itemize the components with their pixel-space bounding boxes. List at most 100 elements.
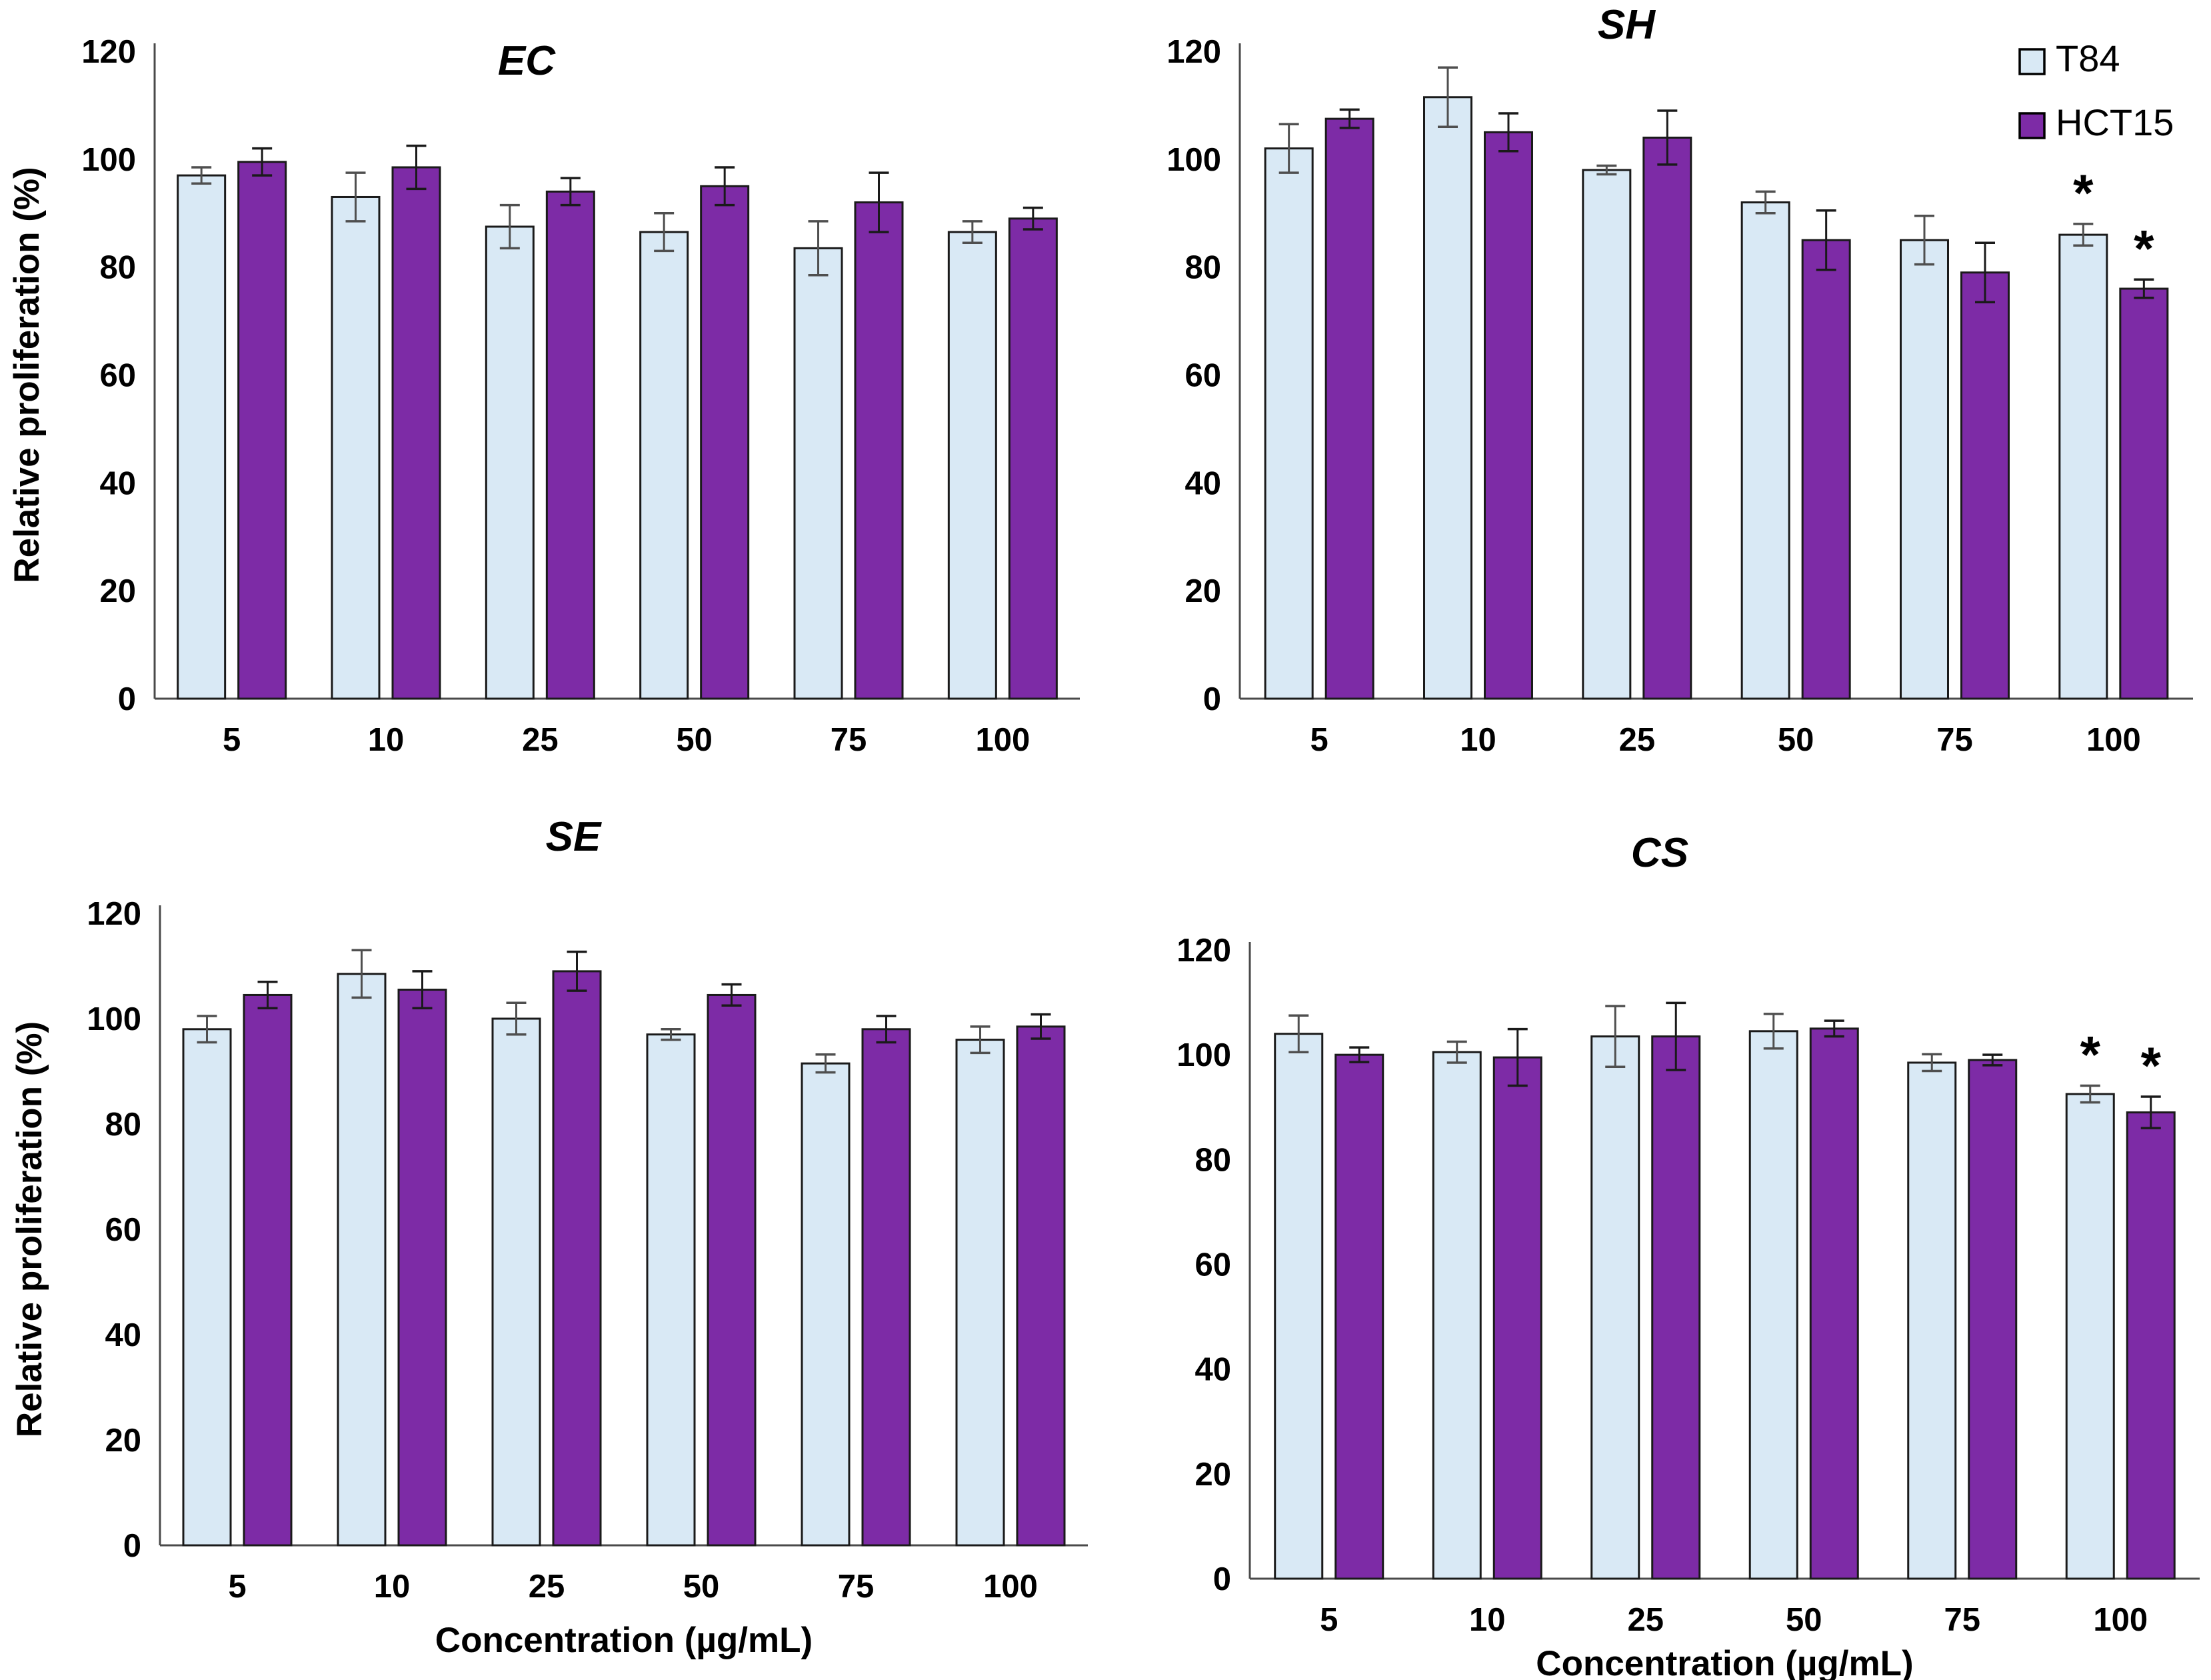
- x-tick-5: 5: [1320, 1602, 1338, 1638]
- y-tick-60: 60: [1184, 358, 1221, 394]
- y-tick-20: 20: [1194, 1457, 1231, 1493]
- x-tick-25: 25: [522, 722, 559, 758]
- significance-asterisk-HCT15-100: *: [2134, 219, 2154, 277]
- x-tick-25: 25: [1627, 1602, 1664, 1638]
- bar-T84-10: [1424, 97, 1472, 699]
- bar-HCT15-50: [708, 995, 755, 1545]
- bar-T84-5: [183, 1029, 231, 1545]
- legend-swatch-T84: [2020, 49, 2044, 74]
- chart-CS: CS020406080100120510255075100**Concentra…: [1105, 820, 2211, 1680]
- bar-T84-10: [338, 974, 385, 1545]
- y-tick-120: 120: [1176, 933, 1231, 969]
- bar-T84-10: [1433, 1052, 1480, 1579]
- x-axis-label: Concentration (µg/mL): [1536, 1644, 1913, 1680]
- x-tick-10: 10: [1460, 722, 1496, 758]
- y-tick-120: 120: [81, 34, 136, 70]
- bar-T84-50: [647, 1035, 695, 1545]
- significance-asterisk-T84-100: *: [2073, 163, 2094, 222]
- bar-T84-25: [486, 227, 533, 699]
- chart-SE: SE020406080100120510255075100Relative pr…: [0, 820, 1105, 1680]
- y-tick-20: 20: [105, 1423, 141, 1459]
- y-tick-100: 100: [1176, 1037, 1231, 1073]
- bar-T84-25: [493, 1019, 540, 1545]
- y-tick-0: 0: [123, 1528, 141, 1564]
- x-tick-75: 75: [838, 1569, 875, 1605]
- bar-HCT15-75: [863, 1029, 910, 1545]
- bar-HCT15-25: [1644, 137, 1691, 699]
- significance-asterisk-T84-100: *: [2080, 1025, 2101, 1084]
- bar-T84-100: [957, 1040, 1004, 1545]
- bar-HCT15-75: [855, 203, 903, 699]
- y-tick-40: 40: [99, 465, 136, 501]
- y-tick-80: 80: [99, 250, 136, 286]
- x-tick-10: 10: [368, 722, 405, 758]
- bar-T84-10: [332, 197, 379, 699]
- chart-title-CS: CS: [1631, 830, 1688, 876]
- y-tick-80: 80: [1184, 250, 1221, 286]
- bar-T84-75: [802, 1063, 849, 1545]
- bar-T84-5: [1265, 149, 1312, 699]
- x-tick-50: 50: [676, 722, 713, 758]
- bar-HCT15-50: [701, 186, 749, 699]
- y-tick-120: 120: [1166, 34, 1221, 70]
- x-tick-75: 75: [1936, 722, 1973, 758]
- y-tick-120: 120: [87, 896, 141, 932]
- significance-asterisk-HCT15-100: *: [2141, 1036, 2162, 1095]
- x-tick-25: 25: [529, 1569, 565, 1605]
- y-tick-40: 40: [1184, 465, 1221, 501]
- proliferation-bar-chart-figure: EC020406080100120510255075100Relative pr…: [0, 0, 2211, 1680]
- legend: T84HCT15: [2020, 37, 2174, 143]
- bar-HCT15-5: [1326, 119, 1373, 699]
- bar-T84-25: [1592, 1037, 1639, 1579]
- bar-T84-50: [1742, 203, 1789, 699]
- bar-T84-75: [1908, 1063, 1956, 1579]
- x-tick-25: 25: [1619, 722, 1656, 758]
- y-tick-20: 20: [99, 573, 136, 609]
- y-tick-20: 20: [1184, 573, 1221, 609]
- bar-HCT15-50: [1810, 1029, 1858, 1579]
- chart-title-SE: SE: [546, 820, 602, 860]
- x-tick-5: 5: [228, 1569, 246, 1605]
- y-tick-40: 40: [1194, 1352, 1231, 1388]
- legend-label-T84: T84: [2056, 37, 2120, 79]
- bar-T84-5: [1275, 1034, 1322, 1579]
- y-tick-80: 80: [1194, 1142, 1231, 1178]
- y-axis-label: Relative proliferation (%): [10, 1021, 49, 1437]
- bar-HCT15-25: [547, 191, 594, 699]
- bar-HCT15-5: [244, 995, 291, 1545]
- y-tick-60: 60: [99, 358, 136, 394]
- y-tick-0: 0: [118, 681, 136, 717]
- bar-HCT15-5: [239, 162, 286, 699]
- bar-T84-50: [641, 232, 688, 699]
- y-tick-80: 80: [105, 1107, 141, 1143]
- bar-T84-100: [949, 232, 996, 699]
- panel-CS: CS020406080100120510255075100**Concentra…: [1105, 820, 2211, 1680]
- chart-title-EC: EC: [498, 38, 556, 84]
- chart-EC: EC020406080100120510255075100Relative pr…: [0, 0, 1105, 820]
- bar-HCT15-100: [1017, 1027, 1065, 1545]
- y-tick-100: 100: [87, 1001, 141, 1037]
- y-tick-0: 0: [1203, 681, 1221, 717]
- x-tick-10: 10: [374, 1569, 411, 1605]
- y-axis-label: Relative proliferation (%): [7, 167, 47, 583]
- bar-HCT15-10: [1494, 1057, 1541, 1579]
- x-tick-100: 100: [975, 722, 1030, 758]
- y-tick-40: 40: [105, 1317, 141, 1353]
- bar-HCT15-100: [2120, 289, 2168, 699]
- bar-T84-75: [1901, 240, 1948, 699]
- y-tick-60: 60: [1194, 1247, 1231, 1283]
- bar-T84-5: [178, 175, 225, 699]
- panel-SH: SH020406080100120510255075100**T84HCT15: [1105, 0, 2211, 820]
- bar-HCT15-100: [2127, 1113, 2174, 1579]
- x-tick-50: 50: [683, 1569, 720, 1605]
- y-tick-100: 100: [1166, 142, 1221, 178]
- bar-HCT15-5: [1336, 1055, 1383, 1579]
- y-tick-100: 100: [81, 142, 136, 178]
- x-tick-75: 75: [1944, 1602, 1980, 1638]
- bar-HCT15-25: [1652, 1037, 1700, 1579]
- bar-HCT15-75: [1969, 1060, 2016, 1579]
- bar-HCT15-10: [399, 990, 446, 1545]
- bar-HCT15-10: [393, 167, 440, 699]
- bar-T84-50: [1750, 1031, 1797, 1579]
- x-axis-label: Concentration (µg/mL): [435, 1621, 813, 1660]
